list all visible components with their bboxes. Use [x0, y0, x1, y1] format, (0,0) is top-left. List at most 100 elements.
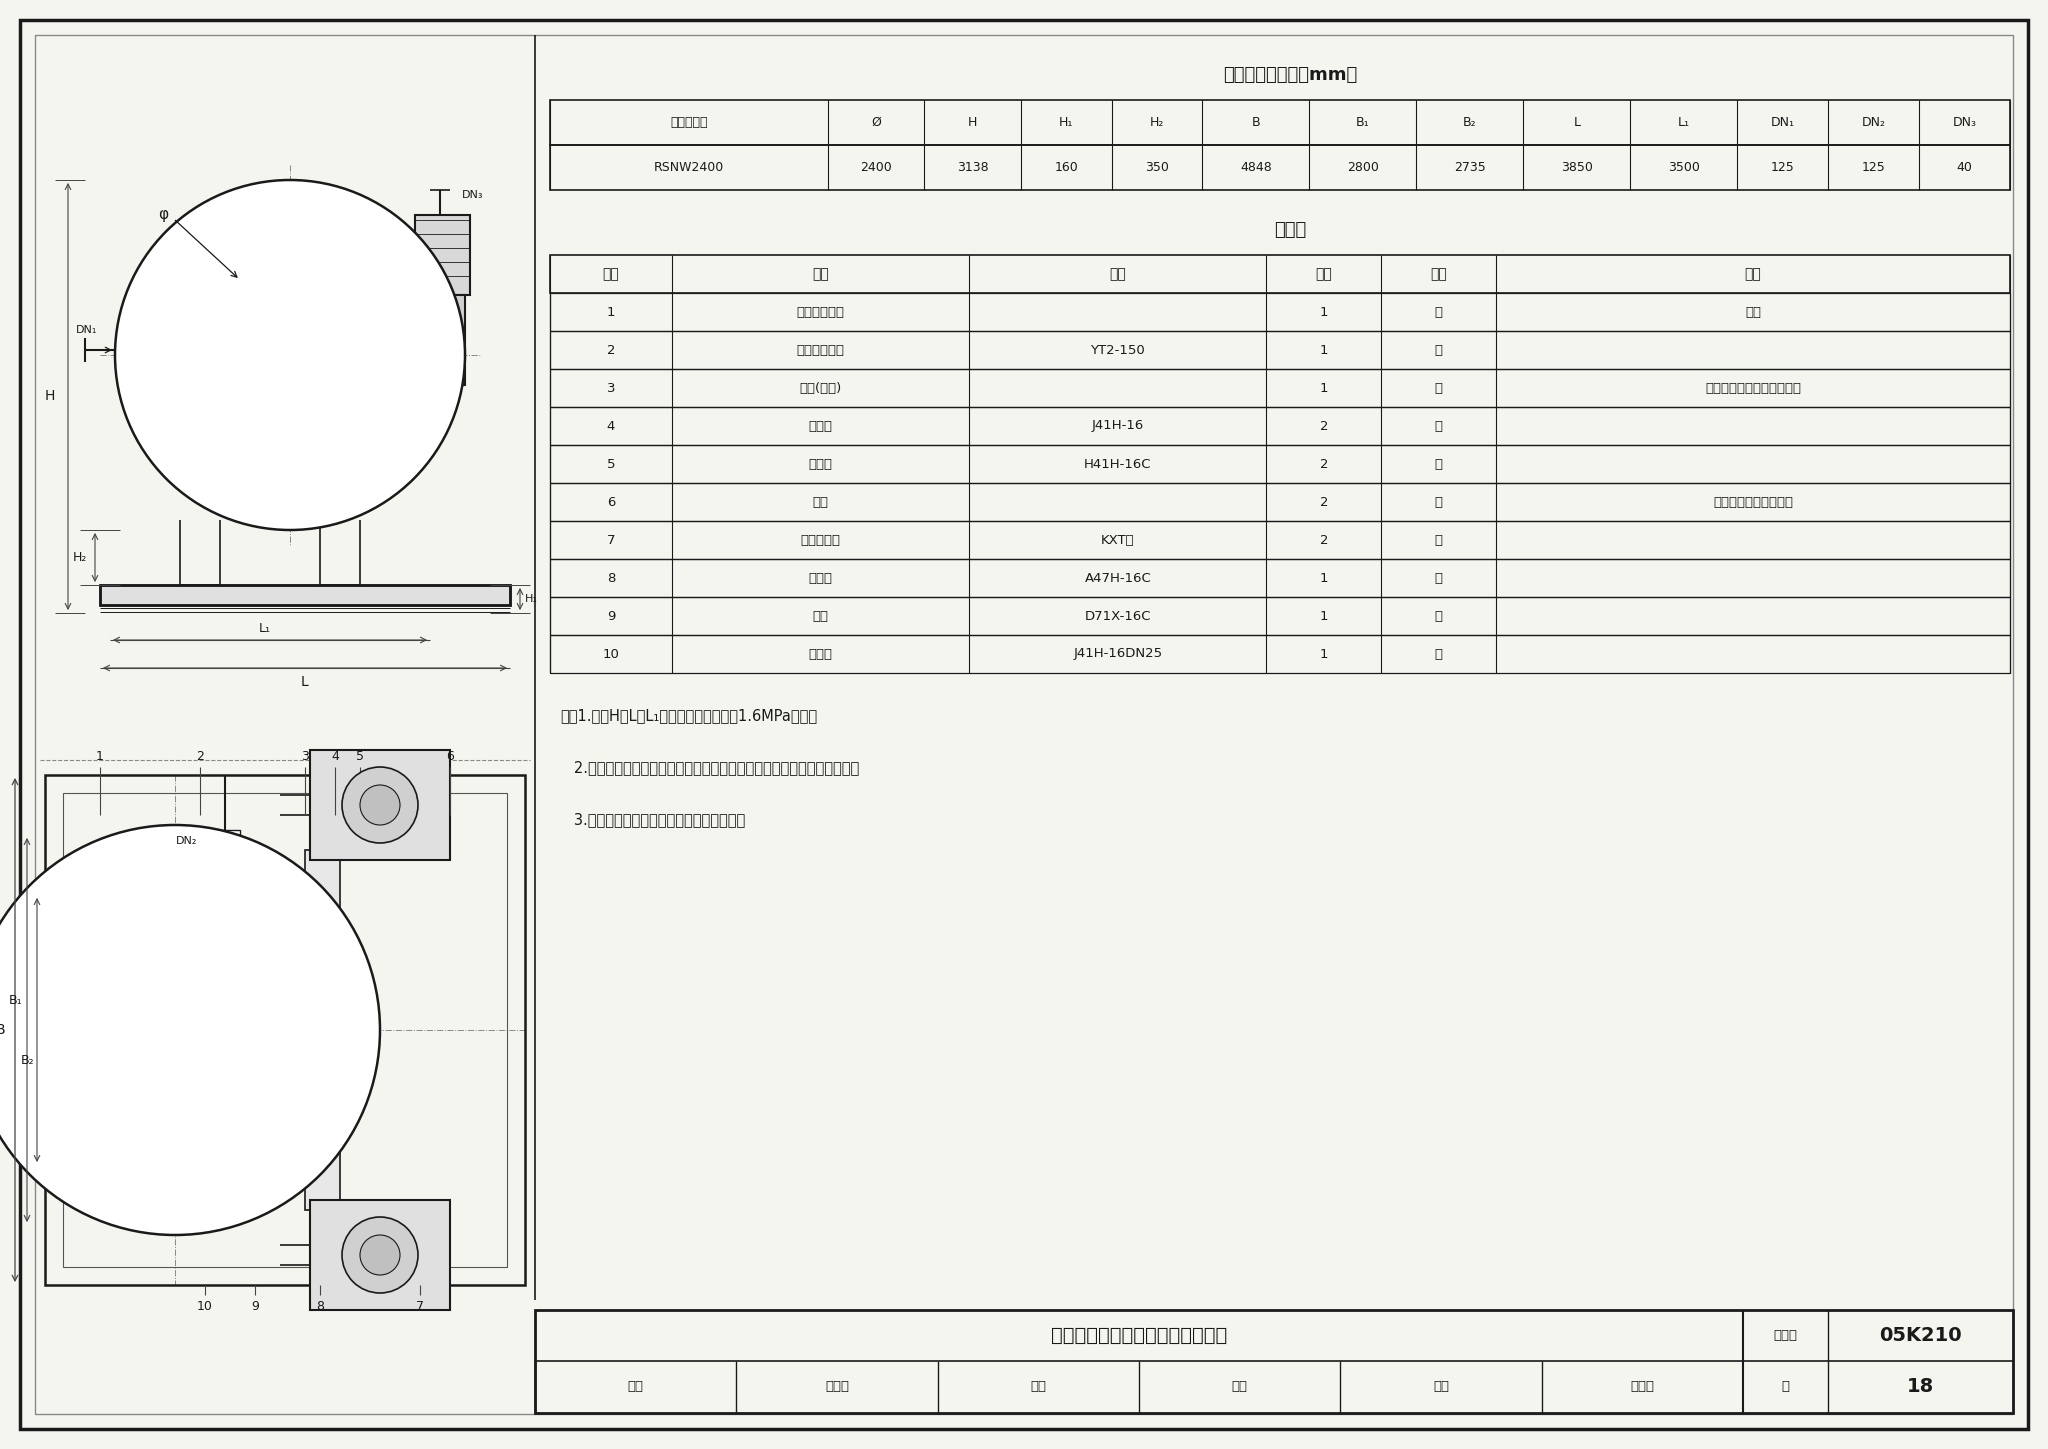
Text: 8: 8: [606, 571, 614, 584]
Bar: [211, 830, 240, 852]
Text: L: L: [301, 675, 309, 690]
Bar: [356, 325, 373, 335]
Text: 图集号: 图集号: [1774, 1329, 1798, 1342]
Text: 40: 40: [1956, 161, 1972, 174]
Bar: [100, 585, 510, 606]
Text: B₁: B₁: [1356, 116, 1370, 129]
Text: YT2-150: YT2-150: [1090, 343, 1145, 356]
Bar: [551, 522, 2009, 559]
Bar: [551, 330, 2009, 369]
Text: 王加: 王加: [1231, 1381, 1247, 1394]
Text: 125: 125: [1862, 161, 1886, 174]
Text: 页: 页: [1782, 1381, 1790, 1394]
Text: RSNW2400: RSNW2400: [653, 161, 725, 174]
Text: 3138: 3138: [956, 161, 989, 174]
Text: L: L: [1573, 116, 1581, 129]
Text: Ø: Ø: [870, 116, 881, 129]
Bar: [63, 793, 508, 1266]
Bar: [551, 445, 2009, 483]
Text: 6: 6: [446, 751, 455, 764]
Text: φ: φ: [158, 207, 168, 223]
Text: 底座(乙型): 底座(乙型): [799, 381, 842, 394]
Text: 备注: 备注: [1745, 267, 1761, 281]
Text: 个: 个: [1436, 571, 1444, 584]
Bar: [551, 635, 2009, 672]
Bar: [551, 293, 2009, 330]
Circle shape: [115, 180, 465, 530]
Text: 2735: 2735: [1454, 161, 1485, 174]
Text: H: H: [969, 116, 977, 129]
Text: B₂: B₂: [1462, 116, 1477, 129]
Text: 1: 1: [1319, 648, 1329, 661]
Text: 止回阀: 止回阀: [809, 458, 831, 471]
Bar: [551, 100, 2009, 145]
Text: 机组装配尺寸表（mm）: 机组装配尺寸表（mm）: [1223, 67, 1358, 84]
Bar: [551, 255, 2009, 293]
Text: 见卧式定压装置选型表: 见卧式定压装置选型表: [1712, 496, 1794, 509]
Bar: [309, 1200, 451, 1310]
Bar: [45, 775, 524, 1285]
Text: 个: 个: [1436, 610, 1444, 623]
Text: DN₃: DN₃: [463, 190, 483, 200]
Text: 350: 350: [1145, 161, 1169, 174]
Text: 卧式: 卧式: [1745, 306, 1761, 319]
Text: 数量: 数量: [1315, 267, 1333, 281]
Text: 气压罐型号: 气压罐型号: [670, 116, 709, 129]
Text: 单位: 单位: [1430, 267, 1448, 281]
Text: 蝶阀: 蝶阀: [813, 610, 827, 623]
Text: L₁: L₁: [1677, 116, 1690, 129]
Text: H₁: H₁: [524, 594, 539, 604]
Text: 10: 10: [602, 648, 618, 661]
Text: DN₃: DN₃: [1952, 116, 1976, 129]
Text: 卧式气压罐定压装置组装图（二）: 卧式气压罐定压装置组装图（二）: [1051, 1326, 1227, 1345]
Text: 7: 7: [606, 533, 614, 546]
Text: J41H-16DN25: J41H-16DN25: [1073, 648, 1163, 661]
Text: H₁: H₁: [1059, 116, 1073, 129]
Text: 设计: 设计: [1434, 1381, 1450, 1394]
Bar: [551, 407, 2009, 445]
Text: 2: 2: [1319, 533, 1329, 546]
Text: 160: 160: [1055, 161, 1077, 174]
Text: 材料表: 材料表: [1274, 222, 1307, 239]
Bar: [551, 559, 2009, 597]
Text: 个: 个: [1436, 420, 1444, 432]
Bar: [305, 851, 340, 1210]
Text: 囊式气压水罐: 囊式气压水罐: [797, 306, 844, 319]
Text: 6: 6: [606, 496, 614, 509]
Text: 1: 1: [1319, 381, 1329, 394]
Text: 橡胶软接头: 橡胶软接头: [801, 533, 840, 546]
Text: H41H-16C: H41H-16C: [1083, 458, 1151, 471]
Text: 4: 4: [606, 420, 614, 432]
Text: B₁: B₁: [8, 994, 23, 1007]
Text: H: H: [45, 390, 55, 403]
Circle shape: [342, 1217, 418, 1293]
Text: 2: 2: [1319, 496, 1329, 509]
Text: L₁: L₁: [258, 622, 270, 635]
Text: 10: 10: [197, 1301, 213, 1313]
Text: H₂: H₂: [1149, 116, 1163, 129]
Text: B: B: [0, 1023, 4, 1037]
Text: 4848: 4848: [1239, 161, 1272, 174]
Bar: [100, 585, 510, 606]
Text: 5: 5: [356, 751, 365, 764]
Text: 台: 台: [1436, 306, 1444, 319]
Text: 见卧式定压装置底座加工图: 见卧式定压装置底座加工图: [1706, 381, 1800, 394]
Text: 3500: 3500: [1667, 161, 1700, 174]
Text: 3850: 3850: [1561, 161, 1593, 174]
Text: 进水阀: 进水阀: [809, 648, 831, 661]
Text: 125: 125: [1772, 161, 1794, 174]
Circle shape: [0, 824, 381, 1235]
Text: DN₁: DN₁: [76, 325, 98, 335]
Bar: [551, 369, 2009, 407]
Text: 截止阀: 截止阀: [809, 420, 831, 432]
Bar: [551, 145, 2009, 190]
Bar: [551, 597, 2009, 635]
Text: 2400: 2400: [860, 161, 893, 174]
Text: 4: 4: [332, 751, 338, 764]
Bar: [309, 751, 451, 861]
Text: 审核: 审核: [627, 1381, 643, 1394]
Text: 水泵: 水泵: [813, 496, 827, 509]
Text: 2800: 2800: [1348, 161, 1378, 174]
Circle shape: [360, 785, 399, 824]
Text: H₂: H₂: [72, 551, 86, 564]
